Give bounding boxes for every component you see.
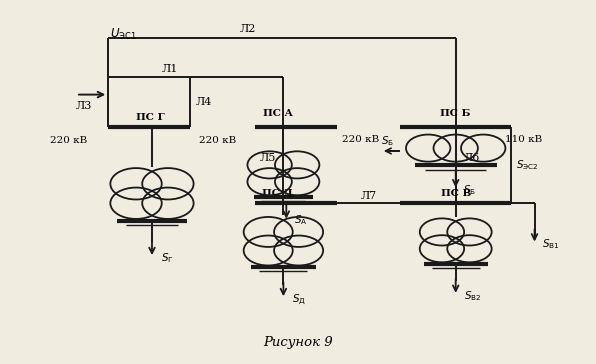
Text: ПС А: ПС А: [263, 108, 293, 118]
Text: 220 кВ: 220 кВ: [342, 135, 379, 144]
Text: Л2: Л2: [240, 24, 256, 33]
Text: $S_{\rm В2}$: $S_{\rm В2}$: [464, 289, 482, 302]
Text: $S_{\rm ЭС2}$: $S_{\rm ЭС2}$: [516, 158, 538, 172]
Text: $S_{\rm Б}$: $S_{\rm Б}$: [381, 134, 395, 148]
Text: Л3: Л3: [76, 102, 92, 111]
Text: ПС Б: ПС Б: [440, 108, 471, 118]
Text: Л1: Л1: [162, 64, 178, 74]
Text: ПС Д: ПС Д: [262, 189, 293, 198]
Text: 220 кВ: 220 кВ: [198, 136, 236, 146]
Text: ПС В: ПС В: [440, 189, 471, 198]
Text: Л4: Л4: [195, 97, 212, 107]
Text: $S_{\rm Б}$: $S_{\rm Б}$: [463, 183, 476, 197]
Text: ПС Г: ПС Г: [136, 113, 164, 122]
Text: $S_{\rm В1}$: $S_{\rm В1}$: [542, 238, 559, 251]
Text: Рисунок 9: Рисунок 9: [263, 336, 333, 349]
Text: Л6: Л6: [463, 153, 480, 163]
Text: 110 кВ: 110 кВ: [505, 135, 542, 144]
Text: $S_{\rm Д}$: $S_{\rm Д}$: [292, 292, 306, 306]
Text: $S_{\rm Г}$: $S_{\rm Г}$: [161, 251, 173, 265]
Text: Л7: Л7: [361, 191, 377, 201]
Text: $U_{\rm ЭС1}$: $U_{\rm ЭС1}$: [110, 27, 136, 41]
Text: 220 кВ: 220 кВ: [49, 136, 87, 146]
Text: Л5: Л5: [260, 153, 277, 163]
Text: $S_{\rm А}$: $S_{\rm А}$: [294, 213, 308, 227]
